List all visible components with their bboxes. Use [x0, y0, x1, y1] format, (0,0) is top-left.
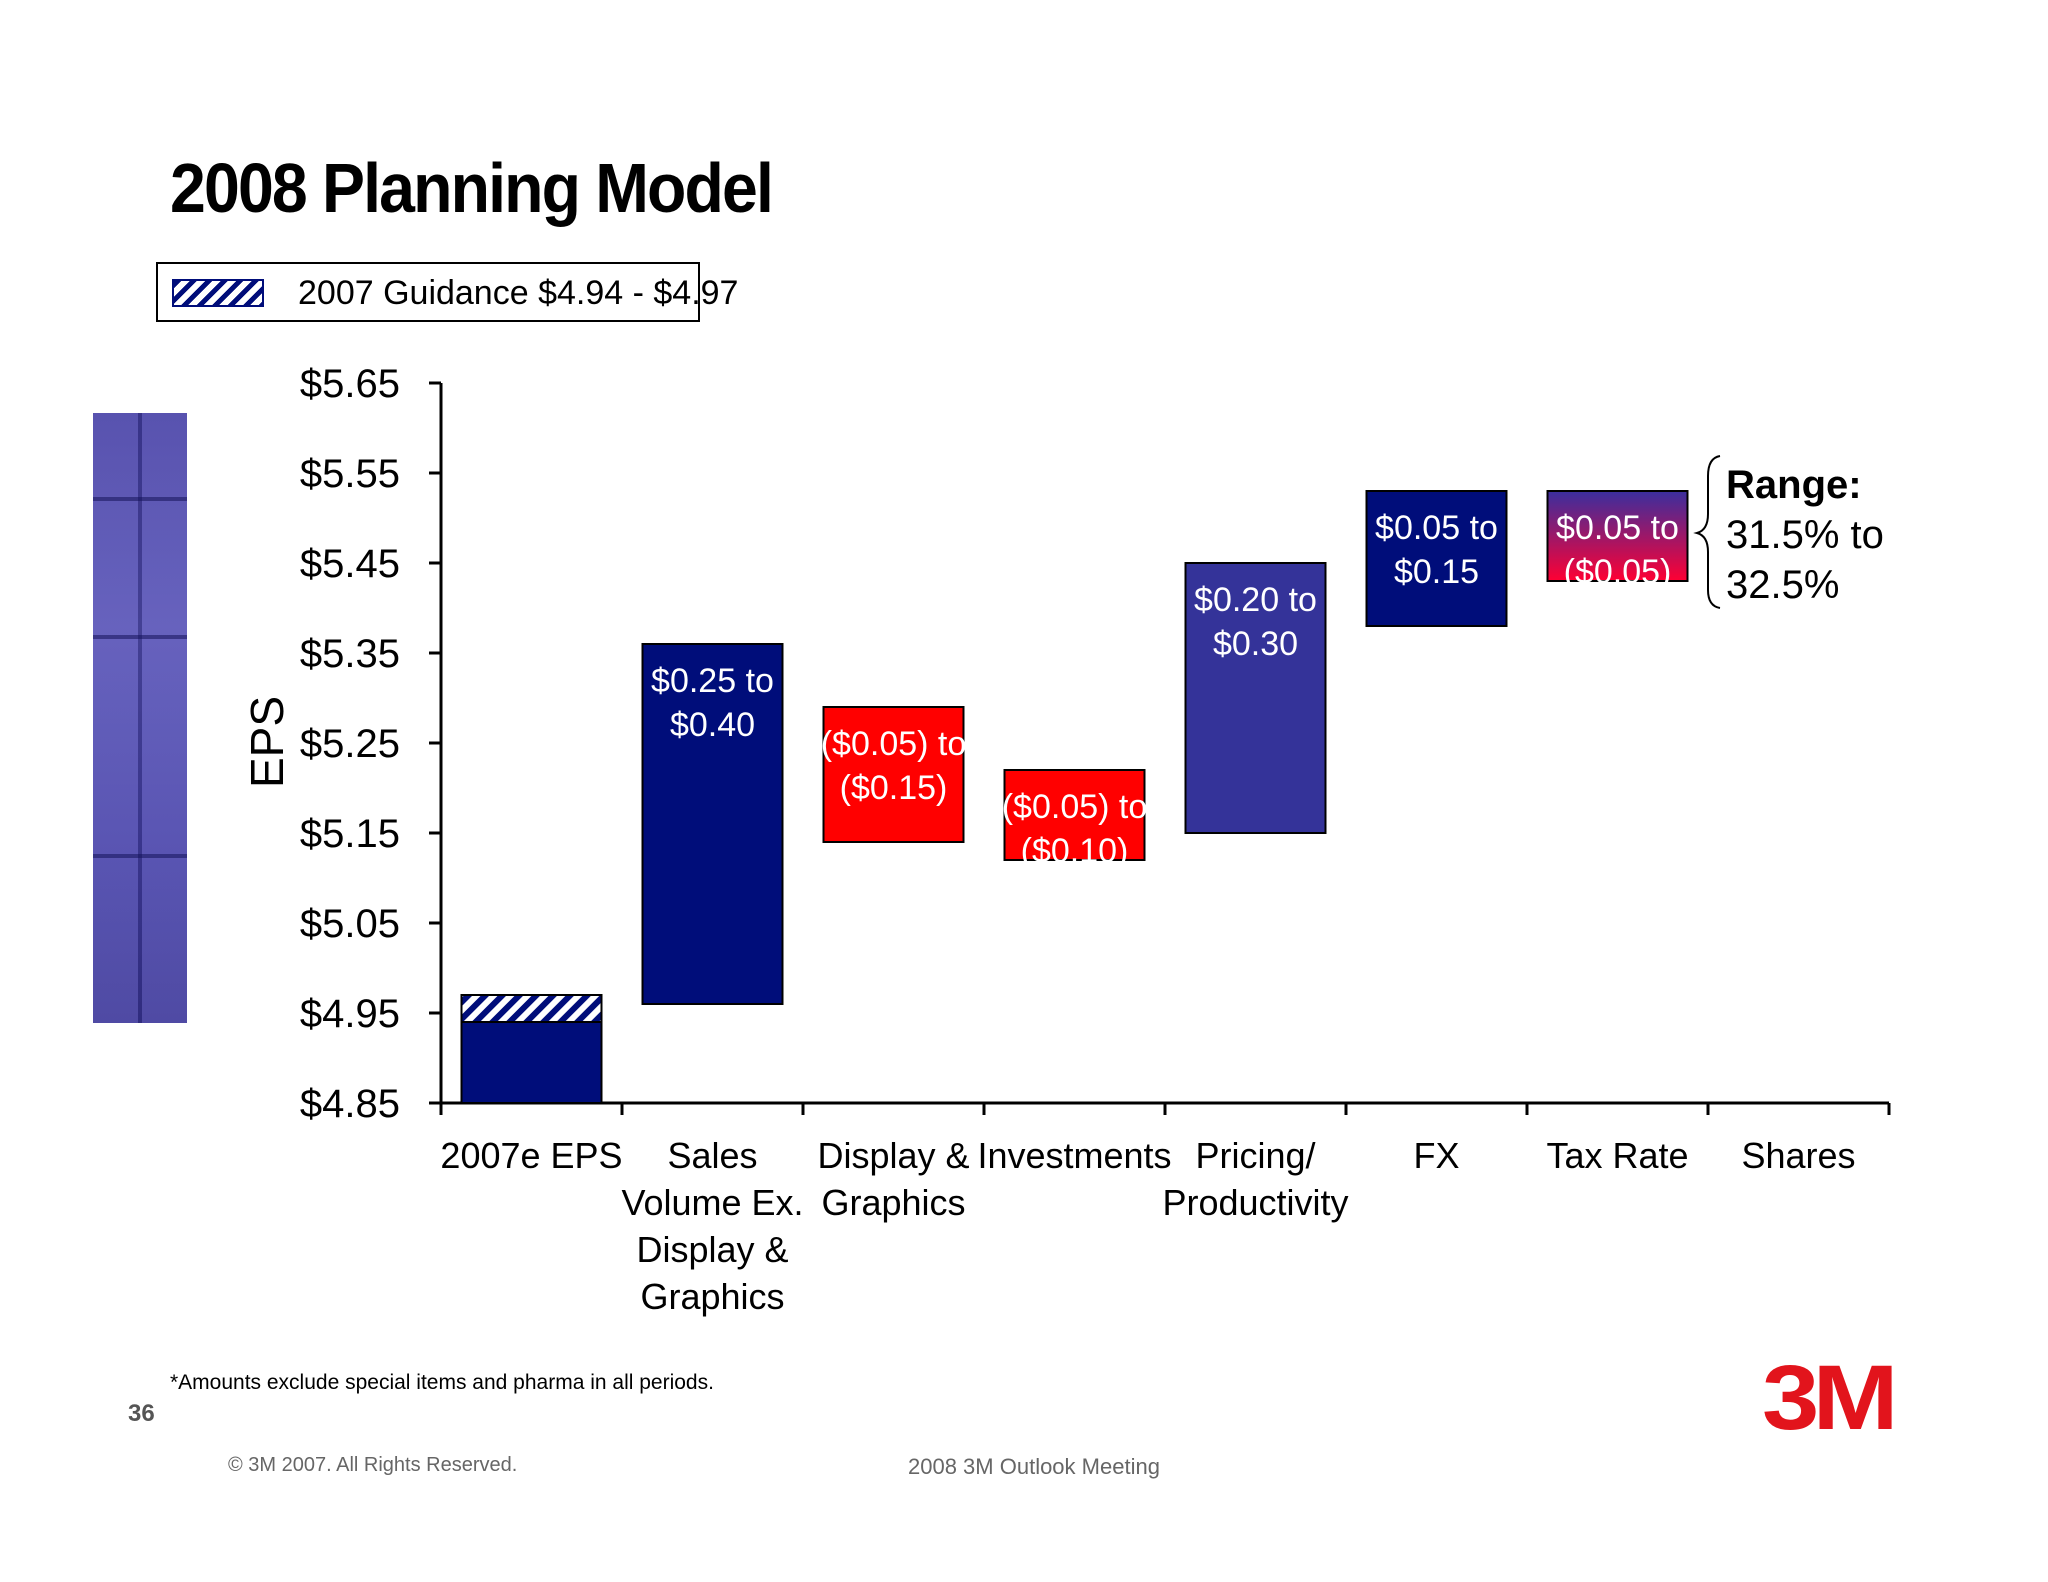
- bar-value-label: $0.05 to: [1375, 509, 1498, 547]
- waterfall-bar: [1546, 490, 1689, 582]
- waterfall-bar: [1365, 490, 1508, 627]
- waterfall-bar: [460, 1021, 603, 1104]
- waterfall-bar: [1184, 562, 1327, 834]
- range-line-1: 31.5% to: [1726, 513, 1884, 557]
- guidance-hatch-bar: [460, 994, 603, 1023]
- guidance-hatch-swatch: [172, 279, 264, 307]
- y-tick-label: $5.65: [300, 362, 400, 406]
- bar-value-label: $0.30: [1213, 625, 1298, 663]
- y-tick-label: $5.55: [300, 452, 400, 496]
- x-category-label: Sales: [667, 1135, 757, 1176]
- y-tick-label: $4.95: [300, 992, 400, 1036]
- x-category-label: Tax Rate: [1546, 1135, 1688, 1176]
- page-title: 2008 Planning Model: [170, 149, 774, 227]
- decorative-side-band: [93, 413, 187, 1023]
- x-category-label: Display &: [817, 1135, 969, 1176]
- x-category-label: Pricing/: [1195, 1135, 1315, 1176]
- bar-value-label: $0.05 to: [1556, 509, 1679, 547]
- range-line-2: 32.5%: [1726, 563, 1840, 607]
- x-category-label: FX: [1413, 1135, 1459, 1176]
- bar-value-label: $0.40: [670, 706, 755, 744]
- bar-value-label: ($0.05): [1564, 553, 1672, 591]
- copyright-notice: © 3M 2007. All Rights Reserved.: [228, 1454, 518, 1476]
- x-category-label: Graphics: [640, 1276, 784, 1317]
- range-brace: [1693, 455, 1721, 609]
- meeting-name: 2008 3M Outlook Meeting: [908, 1454, 1160, 1479]
- y-tick-label: $5.35: [300, 632, 400, 676]
- y-tick-label: $5.05: [300, 902, 400, 946]
- y-tick-label: $5.25: [300, 722, 400, 766]
- range-note: Range: 31.5% to 32.5%: [1726, 460, 1884, 610]
- y-axis-label: EPS: [241, 696, 293, 788]
- bar-value-label: ($0.15): [840, 769, 948, 807]
- x-category-label: 2007e EPS: [440, 1135, 622, 1176]
- waterfall-bar: [1003, 769, 1146, 861]
- bar-value-label: $0.15: [1394, 553, 1479, 591]
- x-category-label: Productivity: [1162, 1182, 1348, 1223]
- y-tick-label: $4.85: [300, 1082, 400, 1126]
- waterfall-bar: [822, 706, 965, 843]
- chart-legend: 2007 Guidance $4.94 - $4.97: [156, 262, 738, 322]
- x-category-label: Shares: [1741, 1135, 1855, 1176]
- bar-value-label: $0.20 to: [1194, 581, 1317, 619]
- y-tick-label: $5.45: [300, 542, 400, 586]
- bar-value-label: ($0.05) to: [821, 725, 967, 763]
- range-label: Range:: [1726, 463, 1862, 507]
- footnote: *Amounts exclude special items and pharm…: [170, 1371, 714, 1394]
- x-category-label: Display &: [636, 1229, 788, 1270]
- waterfall-bar: [641, 643, 784, 1005]
- y-tick-label: $5.15: [300, 812, 400, 856]
- slide-number: 36: [128, 1400, 155, 1427]
- x-category-label: Investments: [977, 1135, 1171, 1176]
- legend-label: 2007 Guidance $4.94 - $4.97: [298, 274, 739, 312]
- bar-value-label: ($0.05) to: [1002, 788, 1148, 826]
- bar-value-label: $0.25 to: [651, 662, 774, 700]
- x-category-label: Volume Ex.: [621, 1182, 803, 1223]
- bar-value-label: ($0.10): [1021, 832, 1129, 870]
- x-category-label: Graphics: [821, 1182, 965, 1223]
- 3m-logo: 3M: [1762, 1347, 1898, 1449]
